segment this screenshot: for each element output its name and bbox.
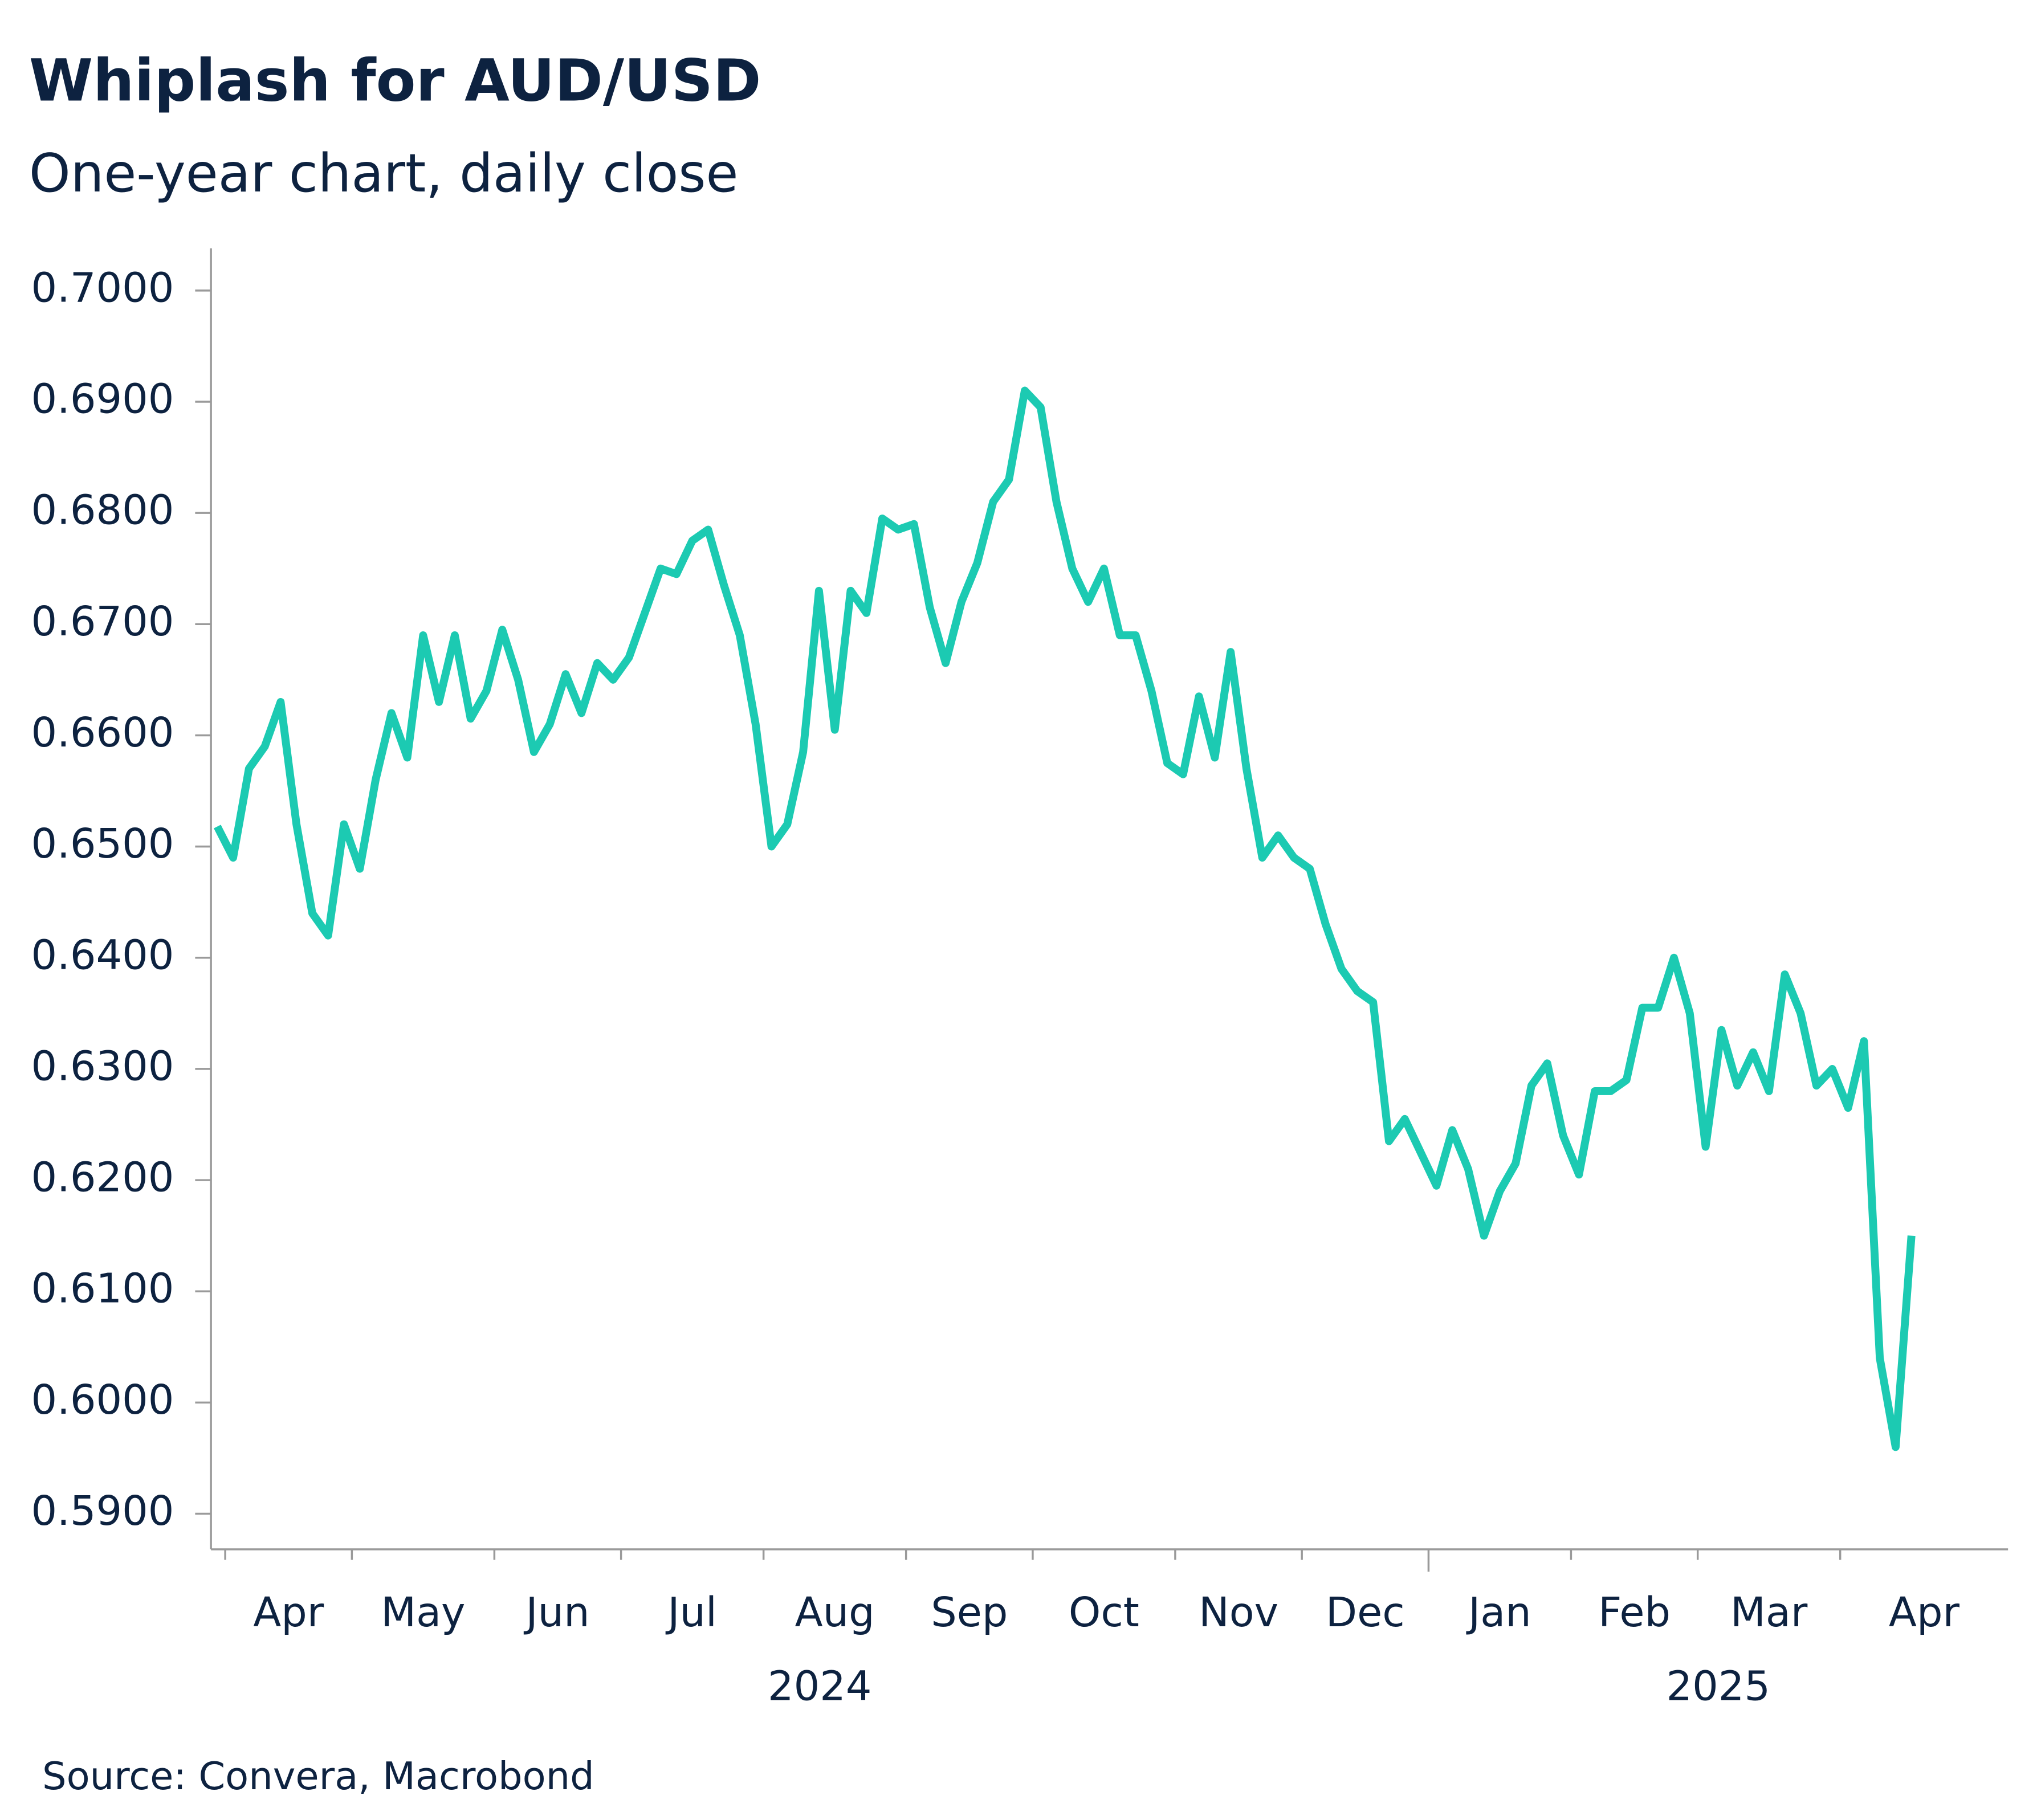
y-tick-label: 0.6700 bbox=[31, 597, 174, 645]
y-tick-label: 0.6100 bbox=[31, 1264, 174, 1312]
y-tick-label: 0.6800 bbox=[31, 486, 174, 534]
x-tick-label: Jul bbox=[665, 1588, 717, 1636]
y-tick-label: 0.6400 bbox=[31, 931, 174, 978]
year-label: 2025 bbox=[1667, 1662, 1770, 1710]
y-tick-label: 0.7000 bbox=[31, 263, 174, 311]
x-tick-label: Oct bbox=[1069, 1588, 1139, 1636]
x-tick-label: Mar bbox=[1730, 1588, 1808, 1636]
chart-subtitle: One-year chart, daily close bbox=[29, 142, 739, 204]
source-note: Source: Convera, Macrobond bbox=[42, 1754, 594, 1798]
x-tick-label: Apr bbox=[1889, 1588, 1960, 1636]
x-tick-label: May bbox=[381, 1588, 465, 1636]
y-tick-label: 0.6200 bbox=[31, 1153, 174, 1201]
x-tick-label: Sep bbox=[931, 1588, 1008, 1636]
chart-title: Whiplash for AUD/USD bbox=[29, 48, 761, 115]
y-tick-label: 0.6000 bbox=[31, 1376, 174, 1423]
x-tick-label: Jun bbox=[523, 1588, 589, 1636]
y-tick-label: 0.6500 bbox=[31, 819, 174, 867]
y-tick-label: 0.5900 bbox=[31, 1487, 174, 1535]
y-tick-label: 0.6300 bbox=[31, 1042, 174, 1089]
x-tick-label: Jan bbox=[1466, 1588, 1531, 1636]
y-tick-label: 0.6900 bbox=[31, 375, 174, 423]
x-tick-label: Feb bbox=[1598, 1588, 1671, 1636]
x-tick-label: Dec bbox=[1326, 1588, 1405, 1636]
data-line bbox=[214, 386, 1916, 1451]
x-tick-label: Apr bbox=[253, 1588, 324, 1636]
x-tick-label: Aug bbox=[795, 1588, 875, 1636]
y-tick-label: 0.6600 bbox=[31, 708, 174, 756]
x-tick-label: Nov bbox=[1199, 1588, 1278, 1636]
year-label: 2024 bbox=[768, 1662, 871, 1710]
